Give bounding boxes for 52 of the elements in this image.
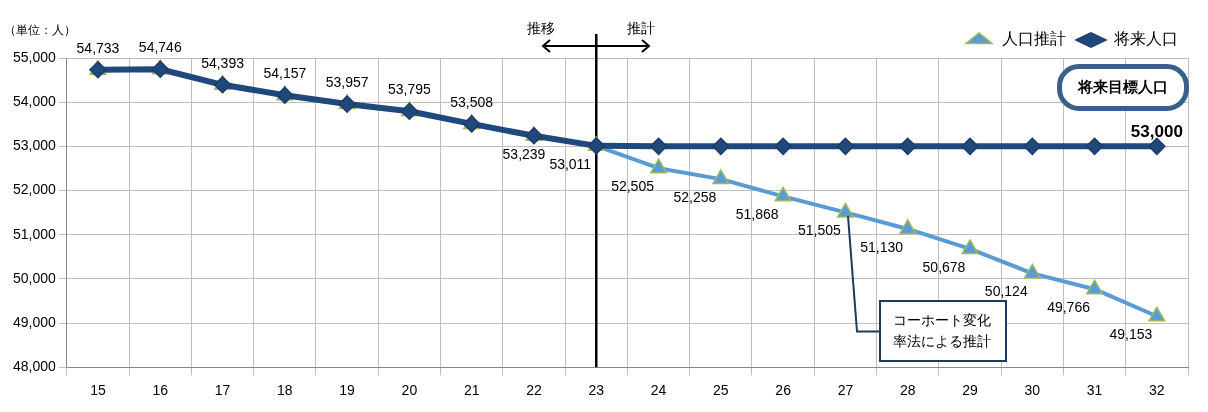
legend-label: 人口推計 — [1002, 30, 1066, 48]
data-label: 52,505 — [611, 178, 655, 195]
x-tick-label: 22 — [526, 382, 542, 399]
y-tick-label: 51,000 — [12, 225, 57, 242]
x-tick-label: 20 — [401, 382, 418, 399]
data-label: 53,000 — [1130, 122, 1183, 142]
data-label: 49,766 — [1047, 299, 1091, 316]
y-tick-label: 54,000 — [12, 93, 57, 110]
y-tick-label: 52,000 — [12, 181, 57, 198]
y-tick-label: 48,000 — [12, 358, 57, 375]
data-label: 50,124 — [984, 283, 1028, 300]
x-tick-label: 21 — [463, 382, 480, 399]
y-tick-label: 50,000 — [12, 269, 57, 286]
x-tick-label: 32 — [1149, 382, 1165, 399]
x-tick-label: 29 — [962, 382, 978, 399]
x-tick-label: 17 — [214, 382, 231, 399]
x-tick-label: 25 — [713, 382, 729, 399]
x-tick-label: 16 — [152, 382, 169, 399]
data-label: 53,795 — [387, 81, 432, 98]
x-tick-label: 24 — [650, 382, 667, 399]
x-tick-label: 18 — [277, 382, 293, 399]
y-tick-label: 55,000 — [12, 48, 57, 65]
x-tick-label: 19 — [339, 382, 356, 399]
x-tick-label: 28 — [899, 382, 916, 399]
data-label: 53,957 — [325, 73, 369, 90]
x-tick-label: 27 — [837, 382, 854, 399]
y-tick-label: 49,000 — [12, 313, 57, 330]
y-tick-label: 53,000 — [12, 137, 57, 154]
data-label: 53,011 — [549, 155, 592, 172]
data-label: 53,508 — [450, 93, 494, 110]
data-label: 52,258 — [673, 188, 717, 205]
data-label: 51,505 — [798, 222, 842, 239]
annotation: 将来目標人口 — [1056, 64, 1189, 112]
x-tick-label: 23 — [588, 382, 605, 399]
x-tick-label: 15 — [90, 382, 106, 399]
data-label: 53,239 — [502, 145, 546, 162]
legend-label: 将来人口 — [1113, 30, 1178, 48]
x-tick-label: 26 — [775, 382, 792, 399]
data-label: 51,868 — [735, 206, 779, 223]
text: 推移 — [527, 20, 556, 38]
text: 推計 — [627, 20, 656, 38]
data-label: 51,130 — [860, 238, 904, 255]
data-label: 54,733 — [76, 39, 120, 56]
x-tick-label: 30 — [1024, 382, 1041, 399]
data-label: 54,746 — [138, 39, 182, 56]
y-axis-title: （単位：人） — [4, 22, 76, 39]
x-tick-label: 31 — [1086, 382, 1103, 399]
data-label: 54,393 — [201, 54, 245, 71]
annotation: コーホート変化率法による推計 — [879, 300, 1008, 363]
data-label: 50,678 — [922, 258, 966, 275]
data-label: 54,157 — [263, 65, 307, 82]
data-label: 49,153 — [1109, 326, 1153, 343]
